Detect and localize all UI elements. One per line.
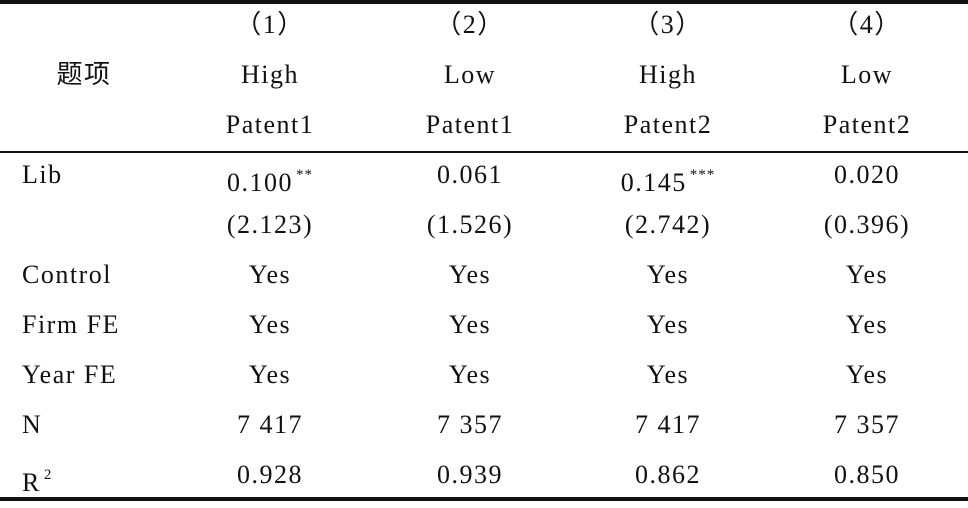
cell: 7 417 bbox=[635, 410, 701, 439]
stub-header: 题项 bbox=[56, 60, 112, 90]
row-label-sup: 2 bbox=[43, 467, 53, 483]
column-number: （1） bbox=[235, 10, 305, 39]
column-header: Patent1 bbox=[425, 110, 515, 139]
cell: (2.742) bbox=[624, 210, 712, 239]
cell: Yes bbox=[248, 310, 292, 339]
cell: 0.862 bbox=[635, 460, 701, 489]
cell: (2.123) bbox=[226, 210, 314, 239]
cell: 7 357 bbox=[834, 410, 900, 439]
column-number: （3） bbox=[633, 10, 703, 39]
cell: 0.850 bbox=[834, 460, 900, 489]
column-header: Low bbox=[443, 60, 497, 89]
row-label-text: Year FE bbox=[22, 360, 118, 389]
cell: 7 417 bbox=[237, 410, 303, 439]
bottom-rule bbox=[0, 497, 968, 501]
row-label-text: Firm FE bbox=[22, 310, 120, 339]
cell: 0.061 bbox=[437, 160, 503, 189]
cell: Yes bbox=[248, 360, 292, 389]
cell: 0.100 ** bbox=[227, 150, 313, 200]
column-header: Low bbox=[840, 60, 894, 89]
cell: Yes bbox=[845, 360, 889, 389]
cell: Yes bbox=[845, 310, 889, 339]
row-label: N bbox=[22, 400, 42, 450]
cell: Yes bbox=[448, 360, 492, 389]
cell: 0.020 bbox=[834, 160, 900, 189]
significance-stars: ** bbox=[296, 167, 313, 183]
column-number: （4） bbox=[832, 10, 902, 39]
cell: Yes bbox=[248, 260, 292, 289]
column-header: Patent1 bbox=[225, 110, 315, 139]
top-rule bbox=[0, 0, 968, 4]
row-label: Lib bbox=[22, 150, 63, 200]
cell: 0.928 bbox=[237, 460, 303, 489]
row-label: Year FE bbox=[22, 350, 117, 400]
row-label-text: R bbox=[22, 468, 41, 497]
row-label: Firm FE bbox=[22, 300, 120, 350]
column-header: High bbox=[639, 60, 697, 89]
cell-value: 0.145 bbox=[620, 168, 687, 197]
cell: Yes bbox=[646, 310, 690, 339]
cell: 0.145 *** bbox=[621, 150, 716, 200]
row-label: Control bbox=[22, 250, 112, 300]
column-header: Patent2 bbox=[623, 110, 713, 139]
cell: 0.939 bbox=[437, 460, 503, 489]
row-label-text: Control bbox=[22, 260, 112, 289]
cell: 7 357 bbox=[437, 410, 503, 439]
header-rule bbox=[0, 151, 968, 153]
row-label-text: N bbox=[22, 410, 43, 439]
cell: (1.526) bbox=[426, 210, 514, 239]
column-header: Patent2 bbox=[822, 110, 912, 139]
column-number: （2） bbox=[435, 10, 505, 39]
cell: Yes bbox=[646, 260, 690, 289]
cell: Yes bbox=[448, 310, 492, 339]
cell-value: 0.100 bbox=[227, 168, 293, 197]
significance-stars: *** bbox=[689, 167, 716, 183]
cell: Yes bbox=[845, 260, 889, 289]
cell: (0.396) bbox=[823, 210, 911, 239]
row-label-text: Lib bbox=[22, 160, 63, 189]
cell: Yes bbox=[448, 260, 492, 289]
cell: Yes bbox=[646, 360, 690, 389]
column-header: High bbox=[241, 60, 299, 89]
